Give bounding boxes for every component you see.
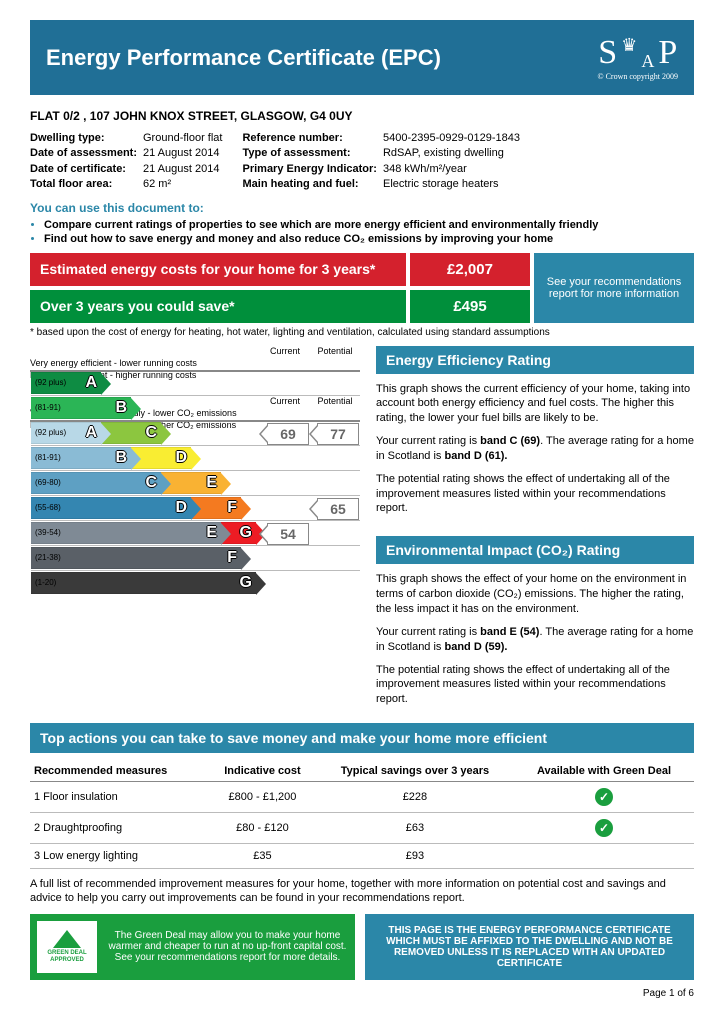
value: RdSAP, existing dwelling: [383, 146, 520, 161]
cost-info-box: See your recommendations report for more…: [534, 253, 694, 323]
eer-chart: CurrentPotentialVery energy efficient - …: [30, 346, 360, 380]
greendeal-logo: GREEN DEAL APPROVED: [36, 920, 98, 974]
eer-p1: This graph shows the current efficiency …: [376, 382, 694, 427]
save-value: £495: [410, 290, 530, 323]
check-icon: ✓: [595, 819, 613, 837]
label: Date of certificate:: [30, 162, 137, 177]
bullet: Compare current ratings of properties to…: [44, 219, 694, 231]
greendeal-text: The Green Deal may allow you to make you…: [106, 930, 349, 963]
col-greendeal: Available with Green Deal: [514, 761, 694, 782]
label: Main heating and fuel:: [242, 177, 377, 192]
cost-grid: Estimated energy costs for your home for…: [30, 253, 694, 323]
actions-table: Recommended measures Indicative cost Typ…: [30, 761, 694, 869]
eer-heading: Energy Efficiency Rating: [376, 346, 694, 374]
check-icon: ✓: [595, 788, 613, 806]
label: Type of assessment:: [242, 146, 377, 161]
cost-footnote: * based upon the cost of energy for heat…: [30, 327, 694, 338]
label: Date of assessment:: [30, 146, 137, 161]
eir-heading: Environmental Impact (CO₂) Rating: [376, 536, 694, 564]
label: Dwelling type:: [30, 131, 137, 146]
copyright: © Crown copyright 2009: [597, 72, 678, 81]
property-details: Dwelling type: Date of assessment: Date …: [30, 131, 694, 193]
address: FLAT 0/2 , 107 JOHN KNOX STREET, GLASGOW…: [30, 109, 694, 123]
col-measure: Recommended measures: [30, 761, 209, 782]
est-cost-value: £2,007: [410, 253, 530, 286]
greendeal-box: GREEN DEAL APPROVED The Green Deal may a…: [30, 914, 355, 980]
bullet: Find out how to save energy and money an…: [44, 233, 694, 245]
eir-p1: This graph shows the effect of your home…: [376, 572, 694, 617]
page-title: Energy Performance Certificate (EPC): [46, 45, 441, 71]
actions-footer: A full list of recommended improvement m…: [30, 877, 694, 906]
table-row: 1 Floor insulation£800 - £1,200£228✓: [30, 782, 694, 813]
est-cost-label: Estimated energy costs for your home for…: [30, 253, 406, 286]
title-bar: Energy Performance Certificate (EPC) S♛A…: [30, 20, 694, 95]
label: Reference number:: [242, 131, 377, 146]
col-cost: Indicative cost: [209, 761, 316, 782]
value: 5400-2395-0929-0129-1843: [383, 131, 520, 146]
eer-p2: Your current rating is band C (69). The …: [376, 434, 694, 464]
use-bullets: Compare current ratings of properties to…: [30, 219, 694, 245]
legal-notice: THIS PAGE IS THE ENERGY PERFORMANCE CERT…: [365, 914, 694, 980]
label: Primary Energy Indicator:: [242, 162, 377, 177]
value: 62 m²: [143, 177, 222, 192]
use-heading: You can use this document to:: [30, 201, 694, 215]
current-marker: 54: [267, 523, 309, 545]
col-savings: Typical savings over 3 years: [316, 761, 514, 782]
label: Total floor area:: [30, 177, 137, 192]
save-label: Over 3 years you could save*: [30, 290, 406, 323]
eir-p3: The potential rating shows the effect of…: [376, 663, 694, 708]
sap-logo: S♛AP © Crown copyright 2009: [597, 34, 678, 81]
actions-heading: Top actions you can take to save money a…: [30, 723, 694, 753]
value: 21 August 2014: [143, 146, 222, 161]
table-row: 3 Low energy lighting£35£93: [30, 844, 694, 869]
eer-p3: The potential rating shows the effect of…: [376, 472, 694, 517]
value: 21 August 2014: [143, 162, 222, 177]
potential-marker: 65: [317, 498, 359, 520]
value: Electric storage heaters: [383, 177, 520, 192]
value: 348 kWh/m²/year: [383, 162, 520, 177]
eir-p2: Your current rating is band E (54). The …: [376, 625, 694, 655]
table-row: 2 Draughtproofing£80 - £120£63✓: [30, 813, 694, 844]
value: Ground-floor flat: [143, 131, 222, 146]
page-number: Page 1 of 6: [30, 988, 694, 999]
